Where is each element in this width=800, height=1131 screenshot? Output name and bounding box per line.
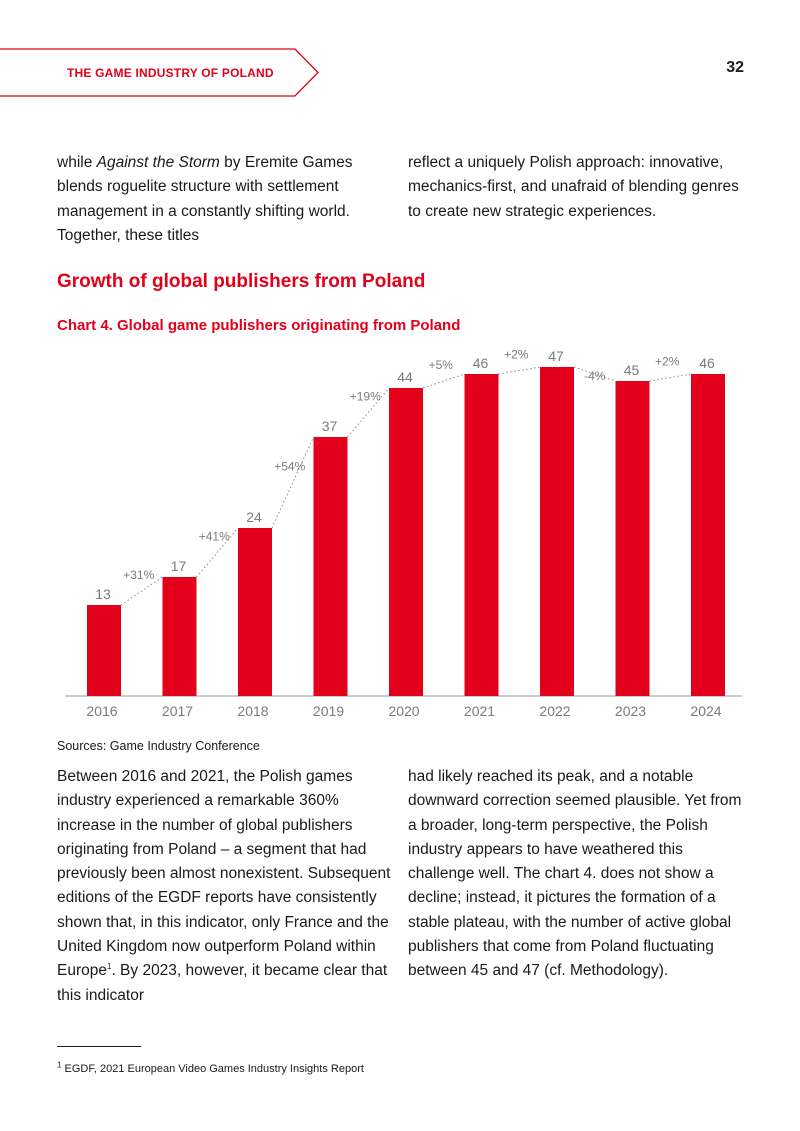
change-label-2021: +5% bbox=[429, 358, 454, 372]
chart-title: Chart 4. Global game publishers originat… bbox=[57, 317, 461, 334]
change-label-2020: +19% bbox=[350, 390, 381, 404]
tick-label-2024: 2024 bbox=[690, 703, 721, 719]
section-label: THE GAME INDUSTRY OF POLAND bbox=[67, 66, 274, 80]
trend-connector-1 bbox=[120, 576, 163, 606]
trend-connector-2 bbox=[196, 527, 239, 578]
body-right-paragraph: had likely reached its peak, and a notab… bbox=[408, 765, 748, 984]
footnote-ref[interactable]: 1 bbox=[106, 962, 112, 972]
value-label-2021: 46 bbox=[473, 355, 489, 371]
footnote-divider bbox=[57, 1046, 141, 1047]
change-label-2018: +41% bbox=[199, 530, 230, 544]
value-label-2024: 46 bbox=[699, 355, 715, 371]
trend-connector-6 bbox=[498, 366, 541, 375]
chart-sources: Sources: Game Industry Conference bbox=[57, 739, 260, 753]
footnote-text: EGDF, 2021 European Video Games Industry… bbox=[61, 1063, 364, 1075]
page-number: 32 bbox=[726, 59, 744, 76]
value-label-2022: 47 bbox=[548, 348, 564, 364]
tick-label-2018: 2018 bbox=[237, 703, 268, 719]
bar-2019 bbox=[313, 437, 348, 696]
tick-label-2022: 2022 bbox=[539, 703, 570, 719]
bar-2023 bbox=[615, 381, 650, 696]
body-left-text-2: . By 2023, however, it became clear that… bbox=[57, 962, 388, 1004]
tick-label-2017: 2017 bbox=[162, 703, 193, 719]
section-heading: Growth of global publishers from Poland bbox=[57, 271, 426, 292]
tick-label-2021: 2021 bbox=[464, 703, 495, 719]
bar-2021 bbox=[464, 374, 499, 696]
bar-2018 bbox=[238, 528, 272, 696]
bar-2020 bbox=[389, 388, 423, 696]
trend-connector-8 bbox=[649, 373, 692, 382]
value-label-2016: 13 bbox=[95, 586, 111, 602]
body-right-text: had likely reached its peak, and a notab… bbox=[408, 768, 742, 980]
bar-2024 bbox=[691, 374, 725, 696]
trend-connector-7 bbox=[573, 366, 616, 382]
body-left-paragraph: Between 2016 and 2021, the Polish games … bbox=[57, 765, 397, 1008]
tick-label-2019: 2019 bbox=[313, 703, 344, 719]
body-left-text-1: Between 2016 and 2021, the Polish games … bbox=[57, 768, 391, 980]
game-title-italic: Against the Storm bbox=[96, 154, 220, 171]
change-label-2022: +2% bbox=[504, 348, 529, 362]
change-label-2024: +2% bbox=[655, 355, 680, 369]
intro-right-text: reflect a uniquely Polish approach: inno… bbox=[408, 154, 739, 220]
change-label-2017: +31% bbox=[123, 568, 154, 582]
tick-label-2020: 2020 bbox=[388, 703, 419, 719]
intro-left-text-2: by Eremite Games blends roguelite struct… bbox=[57, 154, 353, 244]
bar-2016 bbox=[87, 605, 121, 696]
value-label-2018: 24 bbox=[246, 509, 262, 525]
change-label-2019: +54% bbox=[274, 460, 305, 474]
intro-left-text-1: while bbox=[57, 154, 97, 171]
bar-chart: 13 2016 17 2017 24 2018 37 2019 44 2020 46 2021 47 20… bbox=[65, 348, 742, 719]
trend-connector-5 bbox=[422, 373, 465, 389]
value-label-2020: 44 bbox=[397, 369, 413, 385]
bar-2022 bbox=[540, 367, 574, 696]
value-label-2023: 45 bbox=[624, 362, 640, 378]
trend-connector-4 bbox=[347, 387, 390, 438]
footnote: 1 EGDF, 2021 European Video Games Indust… bbox=[57, 1060, 364, 1075]
intro-right-paragraph: reflect a uniquely Polish approach: inno… bbox=[408, 151, 748, 224]
header-tag bbox=[0, 48, 330, 98]
trend-connector-3 bbox=[271, 436, 314, 529]
bar-2017 bbox=[162, 577, 197, 696]
footnote-number: 1 bbox=[57, 1060, 62, 1070]
tick-label-2023: 2023 bbox=[615, 703, 646, 719]
change-label-2023: -4% bbox=[584, 369, 606, 383]
intro-left-paragraph: while Against the Storm by Eremite Games… bbox=[57, 151, 397, 248]
value-label-2017: 17 bbox=[171, 558, 187, 574]
tick-label-2016: 2016 bbox=[86, 703, 117, 719]
value-label-2019: 37 bbox=[322, 418, 338, 434]
